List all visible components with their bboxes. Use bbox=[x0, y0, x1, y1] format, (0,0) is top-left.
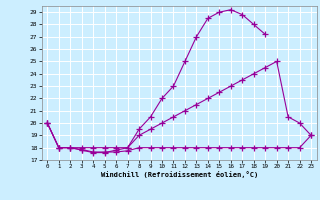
X-axis label: Windchill (Refroidissement éolien,°C): Windchill (Refroidissement éolien,°C) bbox=[100, 171, 258, 178]
